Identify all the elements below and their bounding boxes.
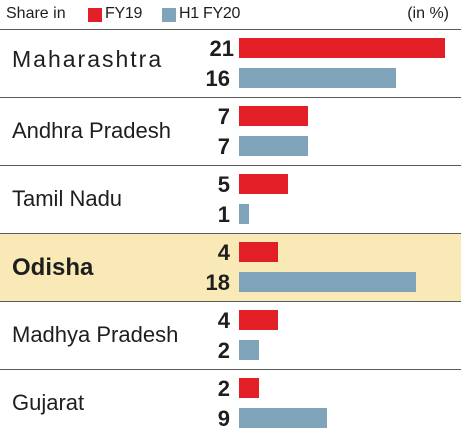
value-label-fy19-madhya-pradesh: 4 <box>217 308 230 333</box>
row-madhya-pradesh: Madhya Pradesh 4 2 <box>0 301 461 369</box>
value-label-h1-fy20-tamil-nadu: 1 <box>217 202 230 227</box>
bar-fy19-andhra-pradesh <box>239 106 308 126</box>
value-label-fy19-tamil-nadu: 5 <box>217 172 230 197</box>
bar-fy19-madhya-pradesh <box>239 310 278 330</box>
bar-h1-fy20-tamil-nadu <box>239 204 249 224</box>
bar-fy19-odisha <box>239 242 278 262</box>
value-label-h1-fy20-andhra-pradesh: 7 <box>217 134 230 159</box>
value-label-fy19-gujarat: 2 <box>217 376 230 401</box>
bar-h1-fy20-andhra-pradesh <box>239 136 308 156</box>
bar-h1-fy20-maharashtra <box>239 68 396 88</box>
value-label-fy19-maharashtra: 21 <box>209 36 234 61</box>
bar-fy19-tamil-nadu <box>239 174 288 194</box>
row-gujarat: Gujarat 2 9 <box>0 369 461 437</box>
value-label-h1-fy20-odisha: 18 <box>205 270 230 295</box>
legend-prefix: Share in <box>6 5 66 22</box>
legend-label-fy19: FY19 <box>105 5 143 22</box>
legend-swatch-h1fy20 <box>162 8 176 22</box>
bar-h1-fy20-gujarat <box>239 408 327 428</box>
bar-h1-fy20-madhya-pradesh <box>239 340 259 360</box>
state-label-maharashtra: Maharashtra <box>12 46 164 72</box>
bar-fy19-gujarat <box>239 378 259 398</box>
state-label-gujarat: Gujarat <box>12 390 85 415</box>
state-label-andhra-pradesh: Andhra Pradesh <box>12 118 171 143</box>
legend: Share in FY19 H1 FY20 (in %) <box>6 2 457 28</box>
bar-fy19-maharashtra <box>239 38 445 58</box>
state-label-tamil-nadu: Tamil Nadu <box>12 186 123 211</box>
value-label-h1-fy20-madhya-pradesh: 2 <box>217 338 230 363</box>
value-label-fy19-odisha: 4 <box>217 240 230 265</box>
row-andhra-pradesh: Andhra Pradesh 7 7 <box>0 97 461 165</box>
row-maharashtra: Maharashtra 21 16 <box>0 29 461 97</box>
value-label-h1-fy20-maharashtra: 16 <box>205 66 230 91</box>
legend-label-h1fy20: H1 FY20 <box>179 5 241 22</box>
row-odisha: Odisha 4 18 <box>0 233 461 301</box>
legend-swatch-fy19 <box>88 8 102 22</box>
value-label-fy19-andhra-pradesh: 7 <box>217 104 230 129</box>
row-tamil-nadu: Tamil Nadu 5 1 <box>0 165 461 233</box>
chart-rows: Maharashtra 21 16 Andhra Pradesh 7 7 Tamil Nad… <box>0 29 461 437</box>
bar-h1-fy20-odisha <box>239 272 416 292</box>
unit-label: (in %) <box>407 5 449 22</box>
state-label-odisha: Odisha <box>12 254 94 281</box>
value-label-h1-fy20-gujarat: 9 <box>217 406 230 431</box>
state-label-madhya-pradesh: Madhya Pradesh <box>12 322 179 347</box>
